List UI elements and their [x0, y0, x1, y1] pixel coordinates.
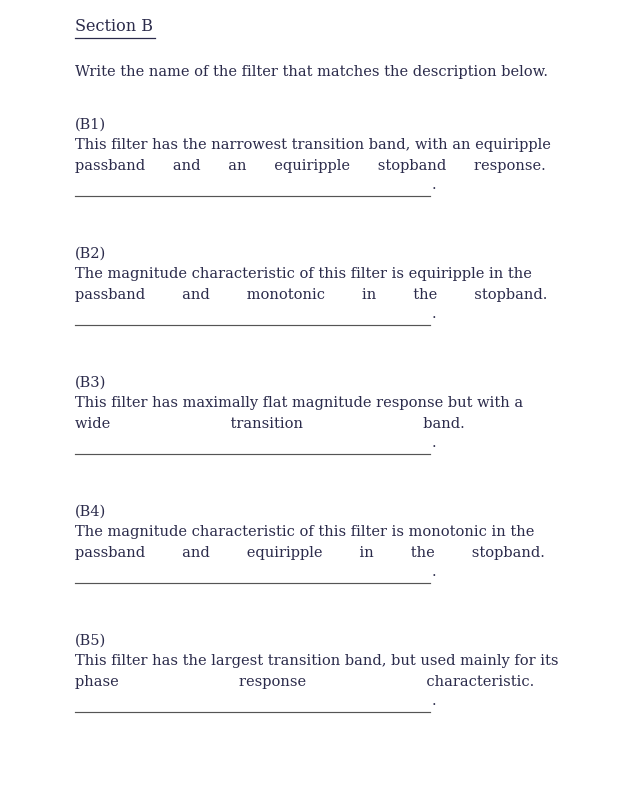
Text: passband        and        equiripple        in        the        stopband.: passband and equiripple in the stopband. [75, 546, 545, 560]
Text: wide                          transition                          band.: wide transition band. [75, 417, 465, 431]
Text: passband      and      an      equiripple      stopband      response.: passband and an equiripple stopband resp… [75, 159, 546, 173]
Text: (B3): (B3) [75, 376, 106, 390]
Text: .: . [432, 436, 437, 450]
Text: passband        and        monotonic        in        the        stopband.: passband and monotonic in the stopband. [75, 288, 547, 302]
Text: .: . [432, 178, 437, 192]
Text: This filter has maximally flat magnitude response but with a: This filter has maximally flat magnitude… [75, 396, 523, 410]
Text: .: . [432, 565, 437, 579]
Text: Write the name of the filter that matches the description below.: Write the name of the filter that matche… [75, 65, 548, 79]
Text: This filter has the largest transition band, but used mainly for its: This filter has the largest transition b… [75, 654, 559, 668]
Text: (B1): (B1) [75, 118, 106, 132]
Text: This filter has the narrowest transition band, with an equiripple: This filter has the narrowest transition… [75, 138, 551, 152]
Text: The magnitude characteristic of this filter is equiripple in the: The magnitude characteristic of this fil… [75, 267, 532, 281]
Text: (B4): (B4) [75, 505, 106, 519]
Text: .: . [432, 307, 437, 321]
Text: (B2): (B2) [75, 247, 106, 261]
Text: .: . [432, 694, 437, 708]
Text: Section B: Section B [75, 18, 153, 35]
Text: The magnitude characteristic of this filter is monotonic in the: The magnitude characteristic of this fil… [75, 525, 534, 539]
Text: phase                          response                          characteristic.: phase response characteristic. [75, 675, 534, 689]
Text: (B5): (B5) [75, 634, 106, 648]
